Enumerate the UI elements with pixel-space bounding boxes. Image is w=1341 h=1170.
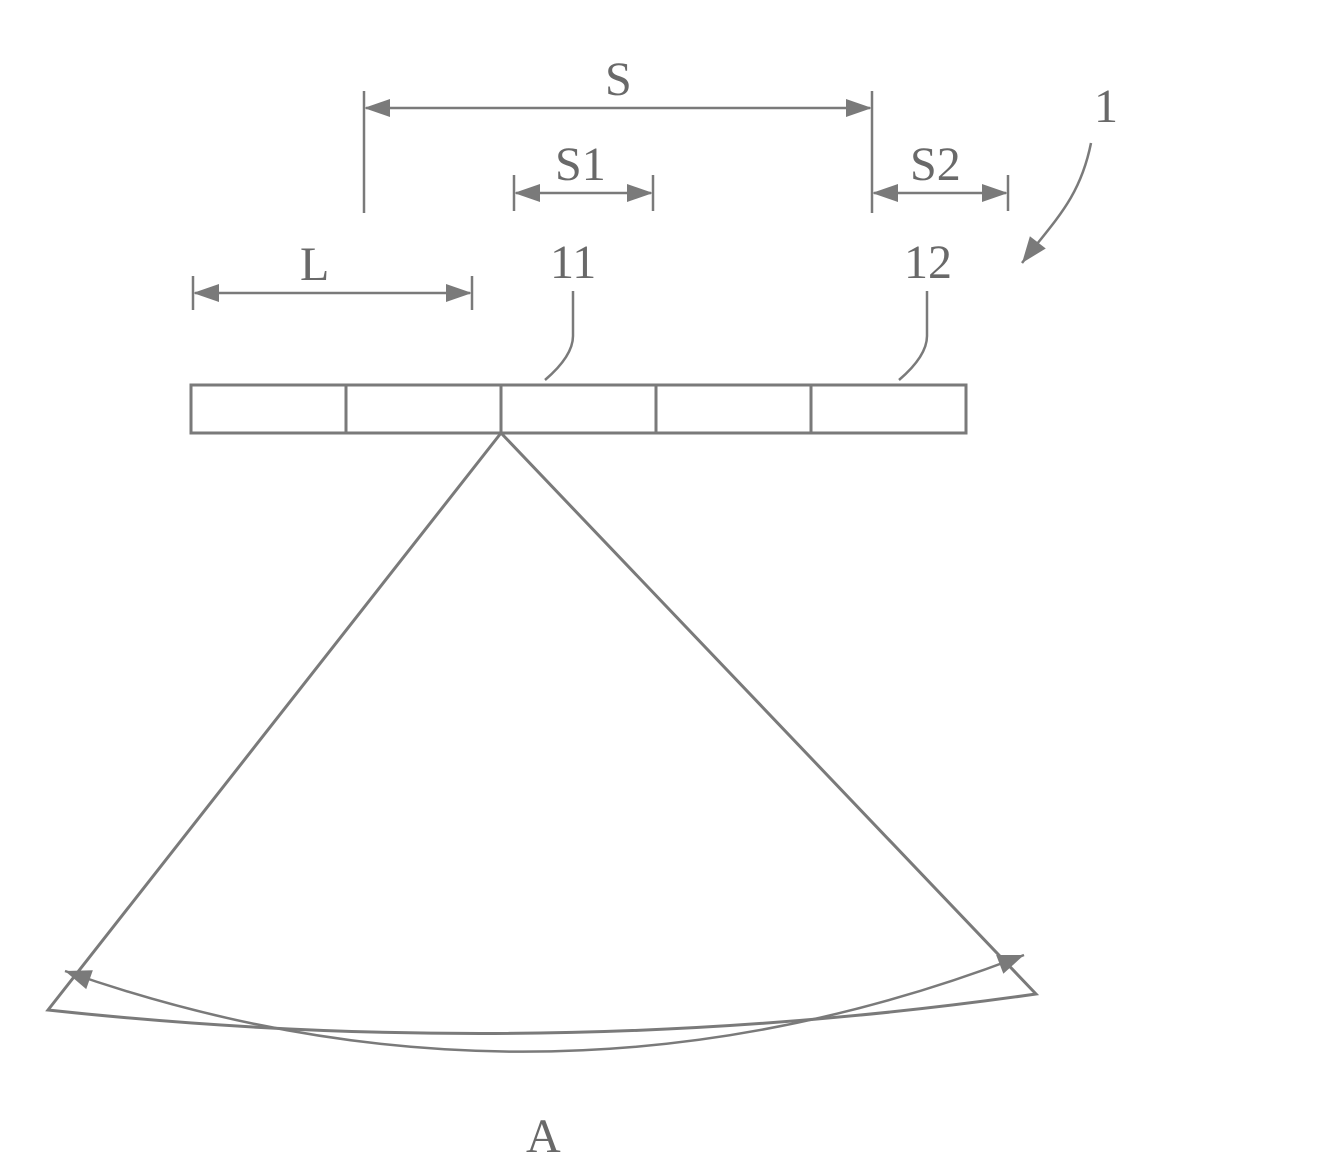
label-11: 11 xyxy=(550,236,596,289)
label-1: 1 xyxy=(1094,80,1118,133)
arc-A-arrowhead xyxy=(65,970,93,989)
dim-S2-arrow-right xyxy=(982,184,1008,202)
dim-L-arrow-left xyxy=(193,284,219,302)
dim-S2-arrow-left xyxy=(872,184,898,202)
label-S1: S1 xyxy=(555,138,606,191)
arc-angle-A xyxy=(65,955,1024,1052)
leader-12 xyxy=(899,291,927,380)
segmented-bar xyxy=(191,385,966,433)
viewing-cone xyxy=(48,433,1036,1034)
label-A: A xyxy=(526,1110,561,1163)
diagram-canvas: S S1 S2 L 11 12 1 A xyxy=(0,0,1341,1170)
leader-11 xyxy=(545,291,573,380)
arc-A-path xyxy=(65,955,1024,1052)
dim-S1-arrow-left xyxy=(514,184,540,202)
leader-1-arrowhead xyxy=(1022,236,1046,263)
dim-L-arrow-right xyxy=(446,284,472,302)
bar-outline xyxy=(191,385,966,433)
dim-S-arrow-right xyxy=(846,99,872,117)
label-L: L xyxy=(300,238,329,291)
dim-S1-arrow-right xyxy=(627,184,653,202)
dim-S-arrow-left xyxy=(364,99,390,117)
label-12: 12 xyxy=(904,236,952,289)
labels: S S1 S2 L 11 12 1 A xyxy=(300,53,1118,1163)
label-S: S xyxy=(605,53,632,106)
arc-A-arrowhead xyxy=(996,955,1024,974)
label-S2: S2 xyxy=(910,138,961,191)
